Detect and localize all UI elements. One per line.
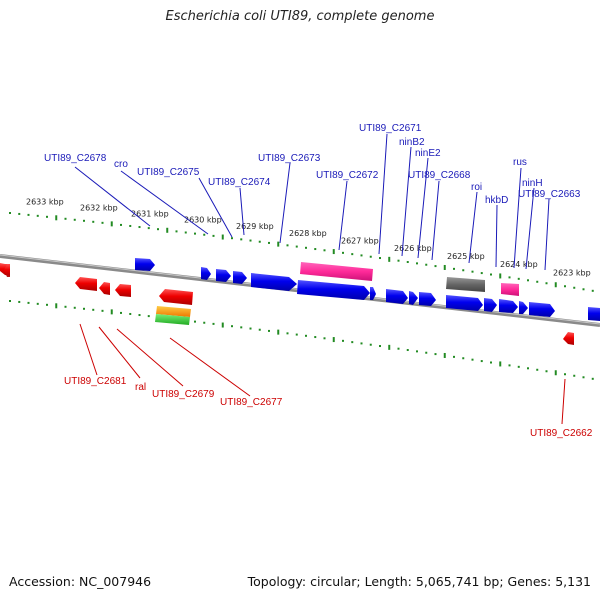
gene-label: UTI89_C2668 <box>408 170 471 181</box>
gene-label: UTI89_C2675 <box>137 167 200 178</box>
cds-forward-arrow <box>251 273 297 291</box>
cds-forward-arrow <box>529 302 555 317</box>
cds-forward-arrow <box>216 269 231 282</box>
cds-forward-arrow <box>201 267 211 280</box>
cds-forward-arrow <box>297 280 370 300</box>
genome-title: Escherichia coli UTI89, complete genome <box>165 9 435 24</box>
cds-reverse-arrow <box>159 289 193 305</box>
gene-label: ninE2 <box>415 148 441 159</box>
cds-forward-arrow <box>419 292 436 306</box>
scale-label: 2628 kbp <box>289 229 327 238</box>
gene-label: UTI89_C2674 <box>208 177 271 188</box>
cds-forward-arrow <box>519 301 528 314</box>
gene-label: UTI89_C2673 <box>258 153 321 164</box>
cds-forward-arrow <box>409 291 418 305</box>
cds-reverse-arrow <box>99 282 110 295</box>
scale-labels: 2633 kbp 2632 kbp 2631 kbp 2630 kbp 2629 kbp… <box>26 198 591 278</box>
gene-label: UTI89_C2663 <box>518 189 581 200</box>
scale-label: 2627 kbp <box>341 236 379 245</box>
gene-label: ral <box>135 382 146 393</box>
scale-label: 2633 kbp <box>26 198 64 207</box>
gene-label: UTI89_C2681 <box>64 376 127 387</box>
scale-label: 2626 kbp <box>394 244 432 253</box>
gene-label: UTI89_C2678 <box>44 153 107 164</box>
green-feature <box>155 314 190 325</box>
cds-forward-arrow <box>588 307 600 321</box>
cds-forward-arrow <box>446 295 483 311</box>
cds-reverse-arrow <box>75 277 97 291</box>
cds-reverse-arrow <box>563 332 574 345</box>
pseudogene-feature <box>300 262 373 281</box>
gene-label: UTI89_C2677 <box>220 397 283 408</box>
gene-label: roi <box>471 182 482 193</box>
gray-feature <box>446 277 485 292</box>
scale-label: 2625 kbp <box>447 252 485 261</box>
gene-label: UTI89_C2679 <box>152 389 215 400</box>
reverse-labels: UTI89_C2681 ral UTI89_C2679 UTI89_C2677 … <box>64 376 593 439</box>
accession-label: Accession: NC_007946 <box>9 574 152 589</box>
gene-label: UTI89_C2662 <box>530 428 593 439</box>
scale-label: 2631 kbp <box>131 209 169 218</box>
cds-reverse-arrow <box>4 264 10 277</box>
reverse-leader-lines <box>79 323 566 425</box>
orange-feature <box>156 306 191 317</box>
gene-label: ninH <box>522 178 543 189</box>
cds-forward-arrow <box>135 258 155 271</box>
inner-scale-ticks <box>9 300 594 380</box>
topology-label: Topology: circular; Length: 5,065,741 bp… <box>247 574 591 589</box>
outer-scale-ticks <box>9 212 594 292</box>
reverse-track <box>0 263 574 345</box>
gene-label: hkbD <box>485 195 508 206</box>
cds-forward-arrow <box>233 271 247 284</box>
scale-label: 2629 kbp <box>236 222 274 231</box>
cds-forward-arrow <box>499 299 518 313</box>
cds-forward-arrow <box>386 289 408 304</box>
pseudogene-feature <box>501 283 519 296</box>
gene-label: UTI89_C2672 <box>316 170 379 181</box>
forward-leader-lines <box>74 133 550 271</box>
cds-forward-arrow <box>370 287 376 300</box>
gene-label: ninB2 <box>399 137 425 148</box>
gene-label: cro <box>114 159 128 170</box>
cds-forward-arrow <box>484 298 497 312</box>
forward-track <box>135 258 600 321</box>
forward-labels: UTI89_C2678 cro UTI89_C2675 UTI89_C2674 … <box>44 123 581 206</box>
cds-reverse-arrow <box>115 284 131 297</box>
gene-label: UTI89_C2671 <box>359 123 422 134</box>
scale-label: 2632 kbp <box>80 204 118 213</box>
scale-label: 2624 kbp <box>500 260 538 269</box>
scale-label: 2623 kbp <box>553 269 591 278</box>
gene-label: rus <box>513 157 527 168</box>
scale-label: 2630 kbp <box>184 216 222 225</box>
